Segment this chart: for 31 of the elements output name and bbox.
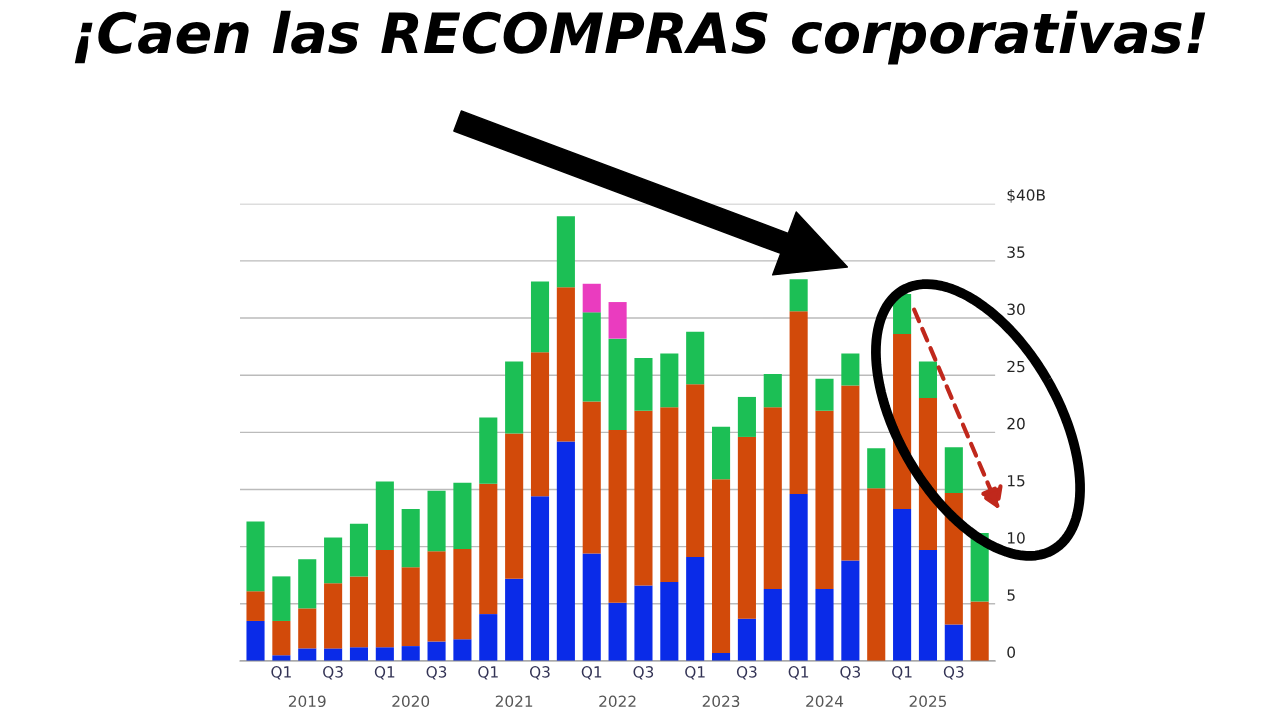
y-tick-label: 25 [1007,360,1025,373]
y-tick-label: 30 [1007,303,1025,316]
y-tick-label: 5 [1007,589,1015,601]
x-tick-label: Q3 [840,666,861,680]
x-tick-label: Q3 [426,666,447,680]
text: 2020 [392,695,430,708]
x-tick-label: Q3 [633,666,654,680]
y-tick-label: $40B [1007,188,1045,203]
x-tick-label: Q1 [581,666,602,680]
text: 2021 [495,695,533,708]
x-tick-label: Q3 [736,666,757,680]
x-tick-label: Q3 [323,666,343,680]
x-tick-label: Q1 [478,666,498,680]
x-tick-label: Q3 [529,666,550,680]
text: 2022 [599,695,636,708]
x-tick-label: Q3 [943,666,964,680]
x-tick-label: Q1 [892,666,912,680]
chart-title: ¡Caen las RECOMPRAS corporativas! [74,10,1206,65]
x-tick-label: Q1 [788,666,809,680]
text: 2019 [288,695,326,708]
x-tick-label: Q1 [374,666,395,680]
y-tick-label: 0 [1007,646,1016,658]
x-tick-label: Q1 [685,666,705,680]
y-tick-label: 15 [1007,475,1025,487]
y-tick-label: 10 [1007,532,1025,544]
text: 2025 [909,695,947,708]
text: 2024 [806,695,844,708]
text: 2023 [702,695,740,708]
y-tick-label: 35 [1007,246,1025,258]
y-tick-label: 20 [1007,417,1025,430]
x-tick-label: Q1 [271,666,291,680]
